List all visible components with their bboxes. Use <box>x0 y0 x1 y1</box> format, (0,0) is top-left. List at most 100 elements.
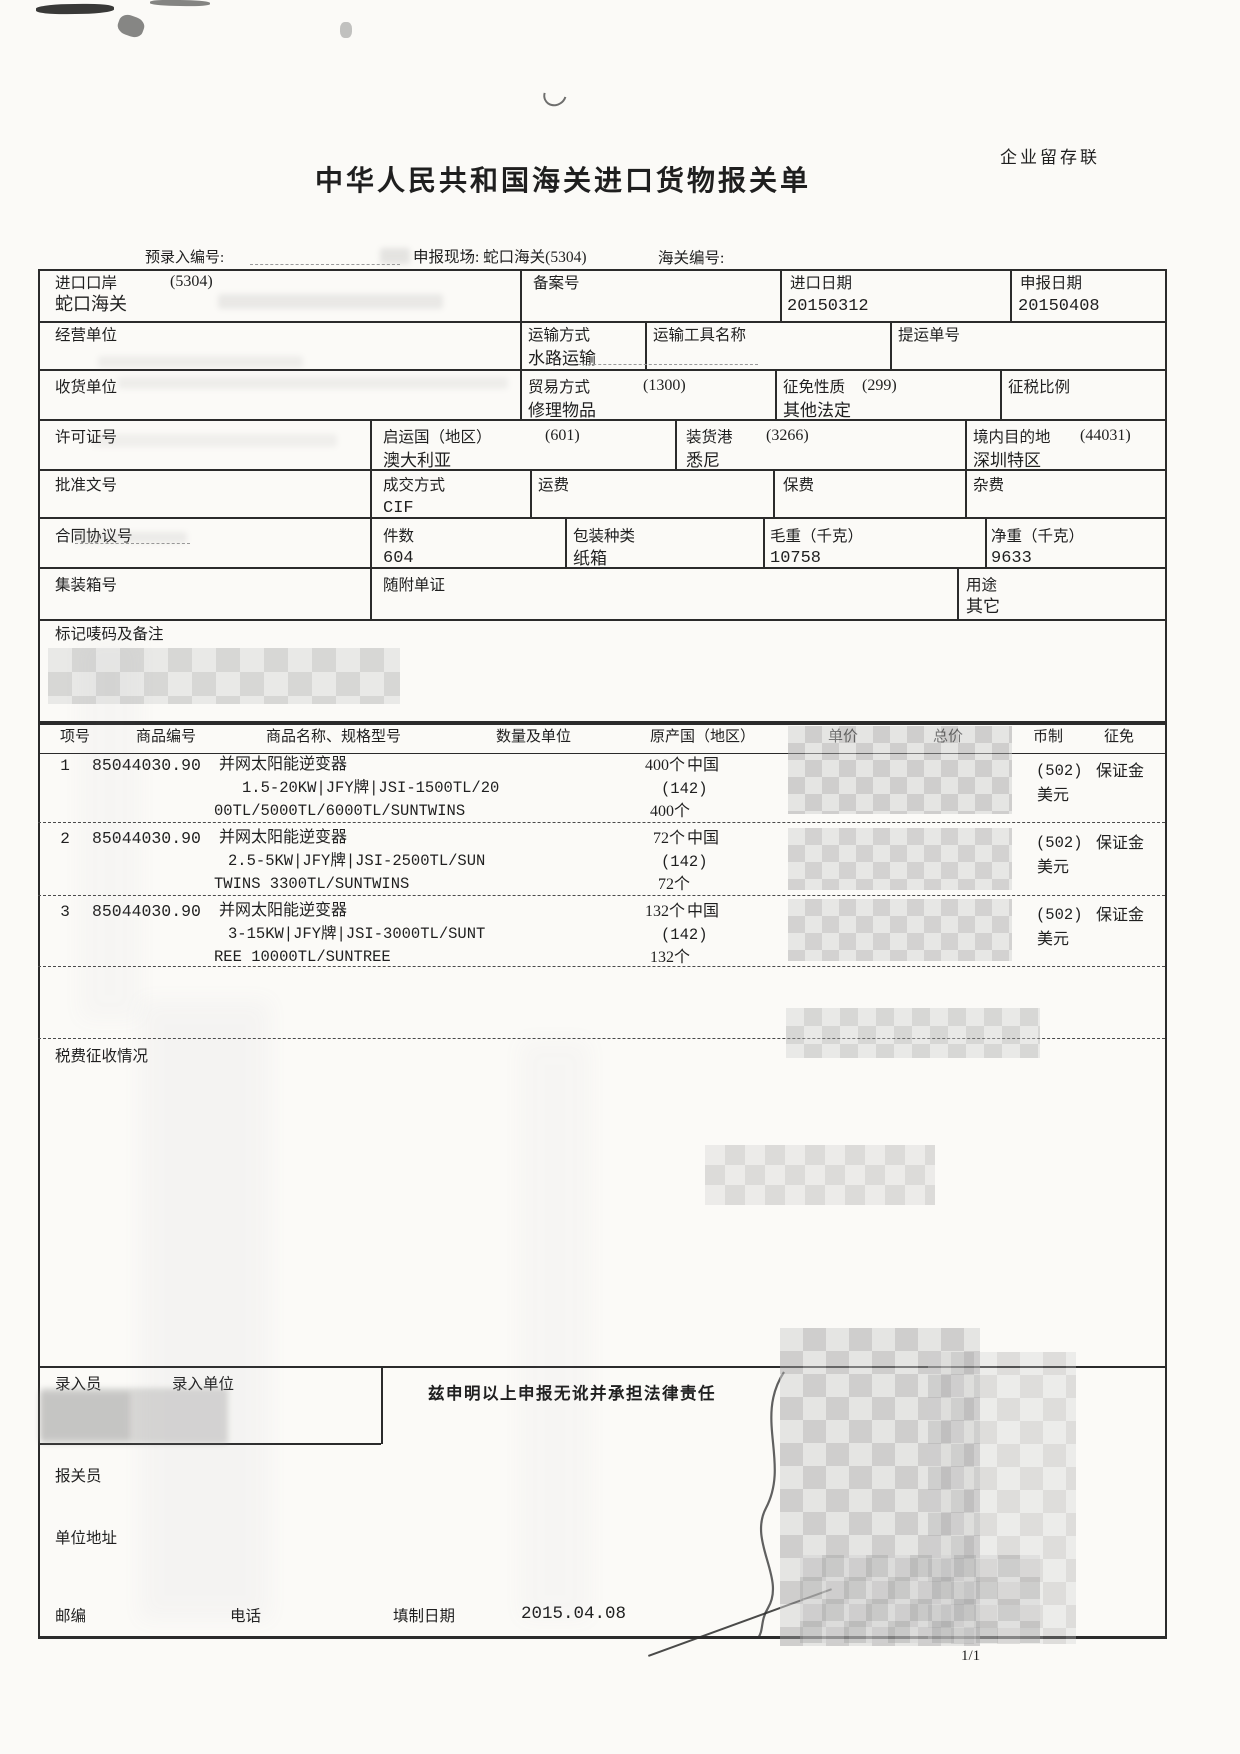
grid-line <box>520 269 522 420</box>
gross-weight-value: 10758 <box>770 549 822 568</box>
transport-value: 水路运输 <box>528 349 596 368</box>
departure-value: 澳大利亚 <box>383 451 451 470</box>
grid-line <box>38 721 1167 725</box>
transport-label: 运输方式 <box>528 327 591 344</box>
declare-date-value: 20150408 <box>1018 297 1100 316</box>
item-levy: 保证金 <box>1096 907 1145 924</box>
item-currency: 美元 <box>1037 859 1070 876</box>
grid-line <box>530 469 532 518</box>
broker-label: 报关员 <box>55 1468 102 1485</box>
item-name-line3: 00TL/5000TL/6000TL/SUNTWINS <box>214 802 466 820</box>
redaction-smudge <box>40 1388 228 1444</box>
net-weight-label: 净重（千克） <box>991 528 1085 545</box>
item-separator-dashed <box>38 822 1165 823</box>
marks-label: 标记唛码及备注 <box>55 626 164 643</box>
destination-code: (44031) <box>1080 427 1131 444</box>
operator-label: 经营单位 <box>55 327 118 344</box>
port-value: 蛇口海关 <box>55 294 127 314</box>
grid-line <box>38 1443 381 1445</box>
item-qty: 400个 <box>644 757 685 774</box>
trade-mode-label: 贸易方式 <box>528 379 591 396</box>
levy-nature-code: (299) <box>862 377 897 394</box>
grid-line <box>1010 269 1012 322</box>
grid-line <box>675 419 677 470</box>
redaction-mosaic <box>788 828 1012 890</box>
entry-clerk-label: 录入员 <box>55 1376 102 1393</box>
misc-fee-label: 杂费 <box>973 477 1005 494</box>
levy-nature-value: 其他法定 <box>783 401 851 420</box>
port-code: (5304) <box>170 273 213 290</box>
grid-line <box>38 753 1167 754</box>
terms-label: 成交方式 <box>383 477 446 494</box>
redaction-mosaic <box>48 648 400 704</box>
tax-ratio-label: 征税比例 <box>1008 379 1071 396</box>
declaration-statement: 兹申明以上申报无讹并承担法律责任 <box>428 1384 716 1403</box>
item-no: 2 <box>60 830 70 848</box>
scan-artifact <box>149 0 211 7</box>
scan-artifact <box>115 12 147 40</box>
redaction-smudge <box>92 434 337 447</box>
container-label: 集装箱号 <box>55 577 118 594</box>
trade-mode-value: 修理物品 <box>528 401 596 420</box>
grid-line <box>38 369 1167 371</box>
blank-underline <box>75 543 190 544</box>
load-port-value: 悉尼 <box>686 451 720 470</box>
grid-line <box>38 419 1167 421</box>
packages-label: 件数 <box>383 528 415 545</box>
item-qty: 72个 <box>652 830 685 847</box>
item-name-line1: 并网太阳能逆变器 <box>219 902 348 919</box>
item-code: 85044030.90 <box>92 829 201 848</box>
grid-line <box>38 269 1167 271</box>
redaction-smudge <box>218 294 443 309</box>
packages-value: 604 <box>383 549 414 568</box>
item-no: 1 <box>60 757 70 775</box>
record-no-label: 备案号 <box>533 275 580 292</box>
declare-date-label: 申报日期 <box>1020 275 1083 292</box>
item-separator-dashed <box>38 1038 1165 1039</box>
declare-site: 申报现场: 蛇口海关(5304) <box>413 249 587 266</box>
grid-line <box>775 369 777 420</box>
col-origin: 原产国（地区） <box>650 729 756 745</box>
grid-line <box>780 269 782 322</box>
redaction-mosaic <box>788 899 1012 961</box>
preentry-label: 预录入编号: <box>145 250 225 266</box>
bill-no-label: 提运单号 <box>898 327 961 344</box>
destination-value: 深圳特区 <box>973 451 1041 470</box>
approval-label: 批准文号 <box>55 477 118 494</box>
load-port-code: (3266) <box>766 427 809 444</box>
grid-line <box>565 517 567 568</box>
destination-label: 境内目的地 <box>973 429 1051 446</box>
usage-value: 其它 <box>966 597 1000 616</box>
customs-no-label: 海关编号: <box>658 250 725 267</box>
item-separator-dashed <box>38 895 1165 896</box>
item-levy: 保证金 <box>1096 763 1145 780</box>
grid-line <box>965 419 967 519</box>
item-no: 3 <box>60 903 70 921</box>
grid-line <box>370 419 372 621</box>
import-date-value: 20150312 <box>787 297 869 316</box>
redaction-mosaic <box>786 1008 1040 1058</box>
stamp-edge-line <box>757 1371 785 1639</box>
grid-line <box>773 469 775 518</box>
vessel-label: 运输工具名称 <box>653 327 747 344</box>
page-number: 1/1 <box>961 1648 981 1664</box>
col-currency: 币制 <box>1033 729 1064 745</box>
scan-artifact <box>539 79 571 111</box>
redaction-smudge <box>75 532 187 543</box>
item-origin-code: (142) <box>661 853 708 871</box>
item-currency-code: (502) <box>1036 834 1083 852</box>
item-origin-code: (142) <box>661 780 708 798</box>
item-qty-repeat: 132个 <box>649 949 690 966</box>
item-code: 85044030.90 <box>92 902 201 921</box>
item-currency-code: (502) <box>1036 906 1083 924</box>
import-date-label: 进口日期 <box>790 275 853 292</box>
scan-artifact <box>340 22 352 38</box>
insurance-label: 保费 <box>783 477 815 494</box>
pack-type-label: 包装种类 <box>573 528 636 545</box>
item-name-line3: REE 10000TL/SUNTREE <box>214 948 391 966</box>
col-commodity-code: 商品编号 <box>136 729 197 745</box>
grid-line <box>1165 269 1167 1639</box>
load-port-label: 装货港 <box>686 429 733 446</box>
grid-line <box>985 517 987 568</box>
